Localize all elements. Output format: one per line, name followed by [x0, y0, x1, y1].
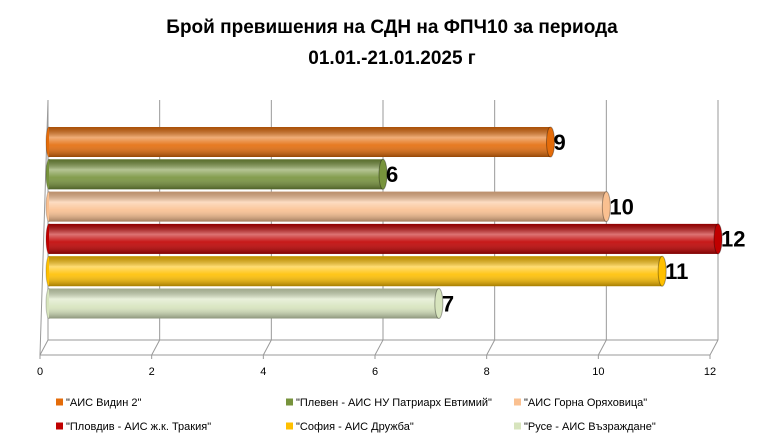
bar-shine	[49, 288, 439, 319]
bar-shine	[49, 127, 551, 157]
bar-cap	[378, 158, 388, 190]
data-label: 10	[609, 194, 633, 219]
x-tick-label: 4	[260, 366, 266, 378]
bar-shine	[49, 223, 718, 254]
x-tick-label: 0	[37, 366, 43, 378]
bar-cap	[434, 288, 444, 319]
data-label: 12	[721, 227, 745, 252]
legend-label: "София - АИС Дружба"	[296, 421, 414, 433]
x-tick-label: 6	[372, 366, 378, 378]
x-tick-label: 10	[592, 366, 604, 378]
bar-cap	[601, 191, 611, 223]
data-label: 9	[554, 130, 566, 155]
bar-cap	[657, 255, 667, 287]
legend-label: "Русе - АИС Възраждане"	[524, 421, 656, 433]
legend-swatch	[286, 398, 293, 406]
bar-cap	[713, 223, 723, 255]
bar-shine	[49, 191, 607, 222]
legend-label: "АИС Горна Оряховица"	[524, 397, 647, 409]
legend-swatch	[56, 398, 63, 406]
legend-swatch	[286, 422, 293, 430]
grid-floor	[374, 339, 384, 356]
bar-shine	[49, 256, 663, 287]
data-label: 7	[442, 291, 454, 316]
grid-floor	[262, 339, 272, 356]
legend-swatch	[514, 398, 521, 406]
data-label: 6	[386, 162, 398, 187]
x-tick-label: 12	[704, 366, 716, 378]
x-tick-label: 2	[149, 366, 155, 378]
chart-title: Брой превишения на СДН на ФПЧ10 за перио…	[166, 17, 618, 69]
legend-label: "АИС Видин 2"	[66, 397, 141, 409]
legend-swatch	[56, 422, 63, 430]
bar-cap	[546, 126, 555, 158]
grid-floor	[486, 339, 496, 356]
grid-floor	[709, 339, 719, 356]
bar-shine	[49, 159, 383, 190]
grid-floor	[597, 339, 607, 356]
x-tick-label: 8	[484, 366, 490, 378]
grid-floor	[39, 339, 49, 356]
legend-swatch	[514, 422, 521, 430]
legend-label: "Пловдив - АИС ж.к. Тракия"	[66, 421, 211, 433]
data-label: 11	[665, 259, 688, 284]
grid-floor	[151, 339, 161, 356]
legend-label: "Плевен - АИС НУ Патриарх Евтимий"	[296, 397, 492, 409]
